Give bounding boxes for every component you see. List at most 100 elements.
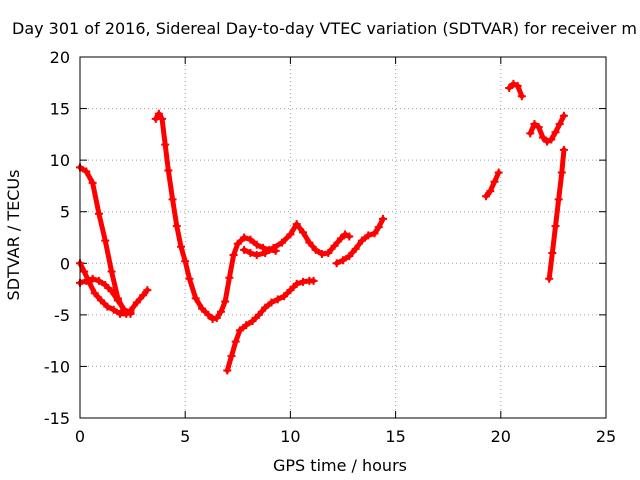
x-tick-label: 5 (180, 427, 190, 446)
data-point (280, 292, 289, 301)
data-point (139, 291, 148, 300)
data-point (339, 256, 347, 265)
y-tick-label: 20 (50, 48, 70, 67)
data-point (530, 120, 539, 129)
data-point (229, 251, 238, 260)
data-point (494, 168, 503, 177)
data-point (107, 287, 116, 296)
data-point (154, 109, 163, 118)
data-point (82, 276, 91, 285)
data-point (94, 276, 103, 285)
x-tick-label: 0 (75, 427, 85, 446)
plot-frame (79, 56, 607, 419)
data-point (223, 366, 232, 375)
data-point (97, 296, 106, 305)
data-point (101, 280, 110, 289)
data-point (225, 273, 234, 282)
data-point (132, 298, 141, 307)
data-point (526, 129, 535, 138)
data-point (88, 178, 97, 187)
data-point (345, 252, 354, 261)
data-point (82, 167, 91, 176)
data-point (221, 297, 230, 306)
data-point (336, 234, 345, 243)
data-point (90, 289, 99, 298)
data-point (551, 222, 560, 231)
data-point (185, 274, 194, 283)
data-point (545, 274, 554, 283)
data-point (259, 243, 268, 252)
data-point (103, 302, 112, 311)
data-point (317, 250, 326, 259)
data-point (378, 214, 387, 223)
data-point (555, 120, 564, 129)
data-point (543, 137, 552, 146)
data-point (286, 286, 295, 295)
data-point (267, 298, 276, 307)
data-point (490, 177, 499, 186)
data-point (538, 133, 547, 142)
data-point (505, 83, 514, 92)
data-point (557, 168, 566, 177)
data-point (88, 274, 97, 283)
data-point (292, 220, 301, 229)
data-point (198, 304, 207, 313)
data-point (374, 223, 383, 232)
data-point (311, 245, 320, 254)
y-tick-label: -10 (44, 357, 70, 376)
data-point (252, 251, 261, 260)
y-tick-label: 5 (60, 203, 70, 222)
data-point (286, 230, 295, 239)
data-point (517, 92, 526, 101)
data-point (548, 248, 557, 257)
data-point (551, 128, 560, 137)
data-point (509, 79, 518, 88)
data-point (191, 294, 200, 303)
data-point (240, 245, 249, 254)
data-point (158, 114, 167, 123)
data-point (109, 305, 118, 314)
data-point (94, 209, 103, 218)
x-tick-label: 20 (491, 427, 511, 446)
data-point (120, 305, 129, 314)
data-point (486, 187, 495, 196)
data-point (216, 307, 225, 316)
data-point (227, 352, 236, 361)
series-trace-9 (506, 81, 525, 99)
data-point (554, 195, 563, 204)
data-point (277, 238, 286, 247)
data-points (76, 79, 568, 375)
y-tick-label: -5 (54, 306, 70, 325)
data-point (273, 295, 282, 304)
data-point (324, 248, 333, 257)
data-point (351, 244, 360, 253)
data-point (370, 229, 379, 238)
grid-lines (80, 57, 606, 418)
data-point (332, 259, 341, 268)
data-point (482, 192, 491, 201)
data-point (126, 308, 135, 317)
series-trace-5 (224, 278, 317, 374)
data-point (208, 314, 217, 323)
data-point (240, 233, 249, 242)
y-tick-label: 10 (50, 151, 70, 170)
data-point (164, 166, 173, 175)
data-point (246, 235, 255, 244)
x-axis-label: GPS time / hours (273, 456, 407, 475)
data-point (534, 123, 543, 132)
data-point (559, 111, 568, 120)
axis-ticks: 0 5 10 15 20 25 -15 -10 -5 0 5 10 15 20 (44, 48, 616, 446)
data-point (172, 222, 181, 231)
data-point (168, 195, 177, 204)
data-point (299, 277, 308, 286)
data-point (269, 243, 278, 252)
data-point (292, 279, 301, 288)
data-point (261, 303, 270, 312)
data-point (235, 326, 244, 335)
x-tick-label: 15 (385, 427, 405, 446)
data-point (305, 238, 314, 247)
series-trace-6 (241, 221, 352, 258)
y-tick-label: 0 (60, 254, 70, 273)
data-point (364, 231, 373, 240)
